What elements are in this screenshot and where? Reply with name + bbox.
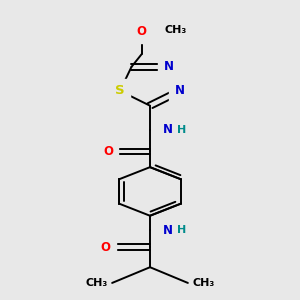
Text: N: N xyxy=(163,124,172,136)
Text: CH₃: CH₃ xyxy=(86,278,108,288)
Text: N: N xyxy=(164,60,173,74)
Text: O: O xyxy=(101,241,111,254)
Text: S: S xyxy=(115,84,125,98)
Text: N: N xyxy=(175,84,185,98)
Text: O: O xyxy=(103,145,113,158)
Text: H: H xyxy=(177,225,187,235)
Text: H: H xyxy=(177,125,187,135)
Text: CH₃: CH₃ xyxy=(192,278,214,288)
Text: O: O xyxy=(136,25,147,38)
Text: CH₃: CH₃ xyxy=(165,25,187,35)
Text: N: N xyxy=(163,224,172,236)
